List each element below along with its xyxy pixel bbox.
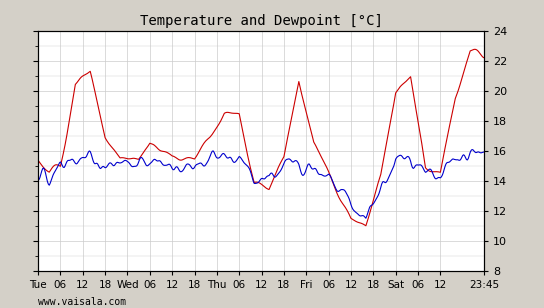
Title: Temperature and Dewpoint [°C]: Temperature and Dewpoint [°C]	[140, 14, 382, 28]
Text: www.vaisala.com: www.vaisala.com	[38, 297, 126, 307]
